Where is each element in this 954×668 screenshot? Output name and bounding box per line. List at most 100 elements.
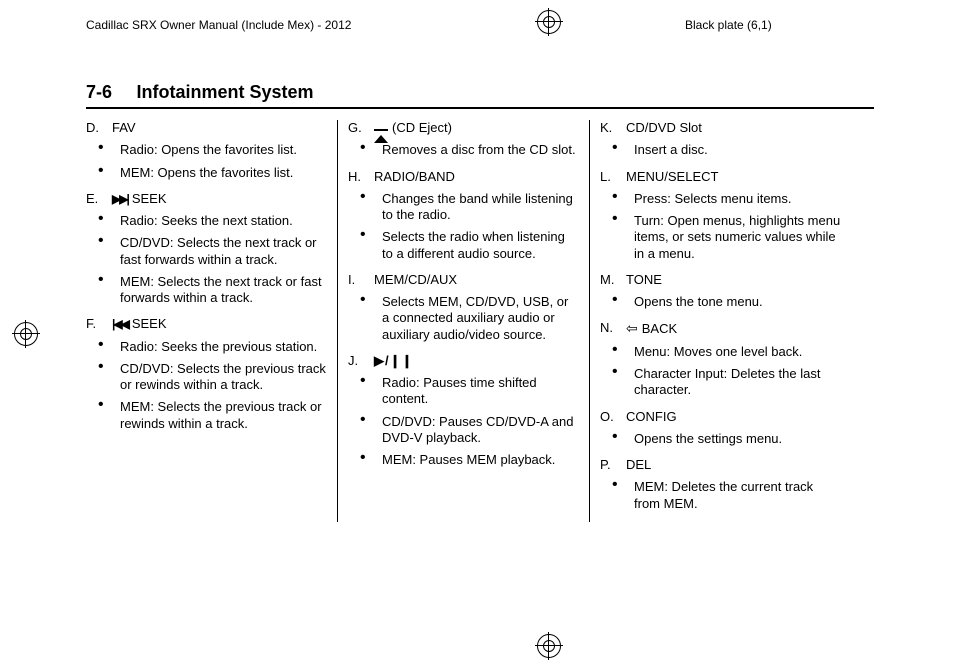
bullet-dot: • <box>86 213 120 229</box>
bullet: •MEM: Selects the previous track or rewi… <box>86 399 327 432</box>
item-label-text: SEEK <box>132 316 167 332</box>
bullet: •CD/DVD: Selects the previous track or r… <box>86 361 327 394</box>
bullet-dot: • <box>86 339 120 355</box>
bullet-text: CD/DVD: Selects the next track or fast f… <box>120 235 327 268</box>
item-letter: L. <box>600 169 626 185</box>
item-label: ⇦BACK <box>626 320 677 338</box>
bullet-dot: • <box>600 213 634 262</box>
list-item: D.FAV <box>86 120 327 136</box>
item-label-text: DEL <box>626 457 651 473</box>
bullet-text: Changes the band while listening to the … <box>382 191 579 224</box>
item-label-text: CONFIG <box>626 409 677 425</box>
item-letter: I. <box>348 272 374 288</box>
list-item: J.▶/❙❙ <box>348 353 579 369</box>
registration-mark <box>12 320 40 348</box>
bullet: •CD/DVD: Pauses CD/DVD-A and DVD-V playb… <box>348 414 579 447</box>
seek-next-icon: ▶▶| <box>112 191 128 207</box>
content-columns: D.FAV•Radio: Opens the favorites list.•M… <box>86 120 874 522</box>
bullet-list: •Radio: Pauses time shifted content.•CD/… <box>348 375 579 468</box>
bullet-list: •Opens the settings menu. <box>600 431 842 447</box>
bullet-text: CD/DVD: Pauses CD/DVD-A and DVD-V playba… <box>382 414 579 447</box>
bullet-text: Radio: Pauses time shifted content. <box>382 375 579 408</box>
bullet-dot: • <box>348 414 382 447</box>
bullet-list: •Selects MEM, CD/DVD, USB, or a connecte… <box>348 294 579 343</box>
bullet-text: Selects MEM, CD/DVD, USB, or a connected… <box>382 294 579 343</box>
bullet-text: Radio: Opens the favorites list. <box>120 142 327 158</box>
bullet: •MEM: Pauses MEM playback. <box>348 452 579 468</box>
item-label: CONFIG <box>626 409 677 425</box>
item-label-text: MENU/SELECT <box>626 169 718 185</box>
item-letter: P. <box>600 457 626 473</box>
bullet-text: Opens the settings menu. <box>634 431 842 447</box>
item-label-text: FAV <box>112 120 136 136</box>
item-letter: E. <box>86 191 112 207</box>
bullet-list: •MEM: Deletes the current track from MEM… <box>600 479 842 512</box>
bullet-list: •Radio: Seeks the previous station.•CD/D… <box>86 339 327 432</box>
item-label: DEL <box>626 457 651 473</box>
column: D.FAV•Radio: Opens the favorites list.•M… <box>86 120 338 522</box>
bullet-dot: • <box>600 479 634 512</box>
item-label: MEM/CD/AUX <box>374 272 457 288</box>
item-label-text: SEEK <box>132 191 167 207</box>
page: Cadillac SRX Owner Manual (Include Mex) … <box>0 0 954 668</box>
item-label-text: RADIO/BAND <box>374 169 455 185</box>
bullet-dot: • <box>348 452 382 468</box>
bullet: •Insert a disc. <box>600 142 842 158</box>
item-label: FAV <box>112 120 136 136</box>
item-label: |◀◀SEEK <box>112 316 167 332</box>
list-item: I.MEM/CD/AUX <box>348 272 579 288</box>
bullet: •Radio: Seeks the previous station. <box>86 339 327 355</box>
bullet-dot: • <box>86 274 120 307</box>
bullet-dot: • <box>600 431 634 447</box>
item-letter: J. <box>348 353 374 369</box>
bullet: •Turn: Open menus, highlights menu items… <box>600 213 842 262</box>
item-label: RADIO/BAND <box>374 169 455 185</box>
bullet-text: MEM: Opens the favorites list. <box>120 165 327 181</box>
bullet: •Opens the settings menu. <box>600 431 842 447</box>
item-label-text: (CD Eject) <box>392 120 452 136</box>
item-letter: K. <box>600 120 626 136</box>
play-pause-icon: ▶/❙❙ <box>374 353 413 369</box>
item-label: (CD Eject) <box>374 120 452 136</box>
list-item: H.RADIO/BAND <box>348 169 579 185</box>
item-letter: G. <box>348 120 374 136</box>
bullet: •MEM: Deletes the current track from MEM… <box>600 479 842 512</box>
bullet-dot: • <box>348 191 382 224</box>
bullet-text: MEM: Selects the next track or fast forw… <box>120 274 327 307</box>
list-item: F.|◀◀SEEK <box>86 316 327 332</box>
section-title: Infotainment System <box>136 82 313 102</box>
bullet-dot: • <box>600 191 634 207</box>
bullet: •MEM: Opens the favorites list. <box>86 165 327 181</box>
bullet: •Opens the tone menu. <box>600 294 842 310</box>
item-label: ▶/❙❙ <box>374 353 413 369</box>
bullet: •MEM: Selects the next track or fast for… <box>86 274 327 307</box>
bullet-list: •Opens the tone menu. <box>600 294 842 310</box>
item-label: ▶▶|SEEK <box>112 191 167 207</box>
bullet-dot: • <box>86 165 120 181</box>
bullet-text: Turn: Open menus, highlights menu items,… <box>634 213 842 262</box>
bullet-text: MEM: Pauses MEM playback. <box>382 452 579 468</box>
item-label-text: BACK <box>642 321 677 337</box>
column: K.CD/DVD Slot •Insert a disc. L.MENU/SELEC… <box>590 120 842 522</box>
bullet-dot: • <box>86 399 120 432</box>
bullet: •Changes the band while listening to the… <box>348 191 579 224</box>
bullet-text: Menu: Moves one level back. <box>634 344 842 360</box>
list-item: O.CONFIG <box>600 409 842 425</box>
item-label: TONE <box>626 272 662 288</box>
header-left: Cadillac SRX Owner Manual (Include Mex) … <box>86 18 351 32</box>
back-icon: ⇦ <box>626 320 638 338</box>
bullet-dot: • <box>86 235 120 268</box>
list-item: G. (CD Eject) <box>348 120 579 136</box>
bullet-list: •Press: Selects menu items.•Turn: Open m… <box>600 191 842 262</box>
bullet-dot: • <box>86 361 120 394</box>
bullet-list: •Menu: Moves one level back.•Character I… <box>600 344 842 399</box>
bullet-list: •Radio: Seeks the next station.•CD/DVD: … <box>86 213 327 306</box>
item-letter: H. <box>348 169 374 185</box>
list-item: K.CD/DVD Slot <box>600 120 842 136</box>
column: G. (CD Eject) • Removes a disc from the CD … <box>338 120 590 522</box>
list-item: N.⇦BACK <box>600 320 842 338</box>
bullet-text: Removes a disc from the CD slot. <box>382 142 579 158</box>
bullet: •Radio: Opens the favorites list. <box>86 142 327 158</box>
bullet-text: Radio: Seeks the previous station. <box>120 339 327 355</box>
bullet-text: Press: Selects menu items. <box>634 191 842 207</box>
